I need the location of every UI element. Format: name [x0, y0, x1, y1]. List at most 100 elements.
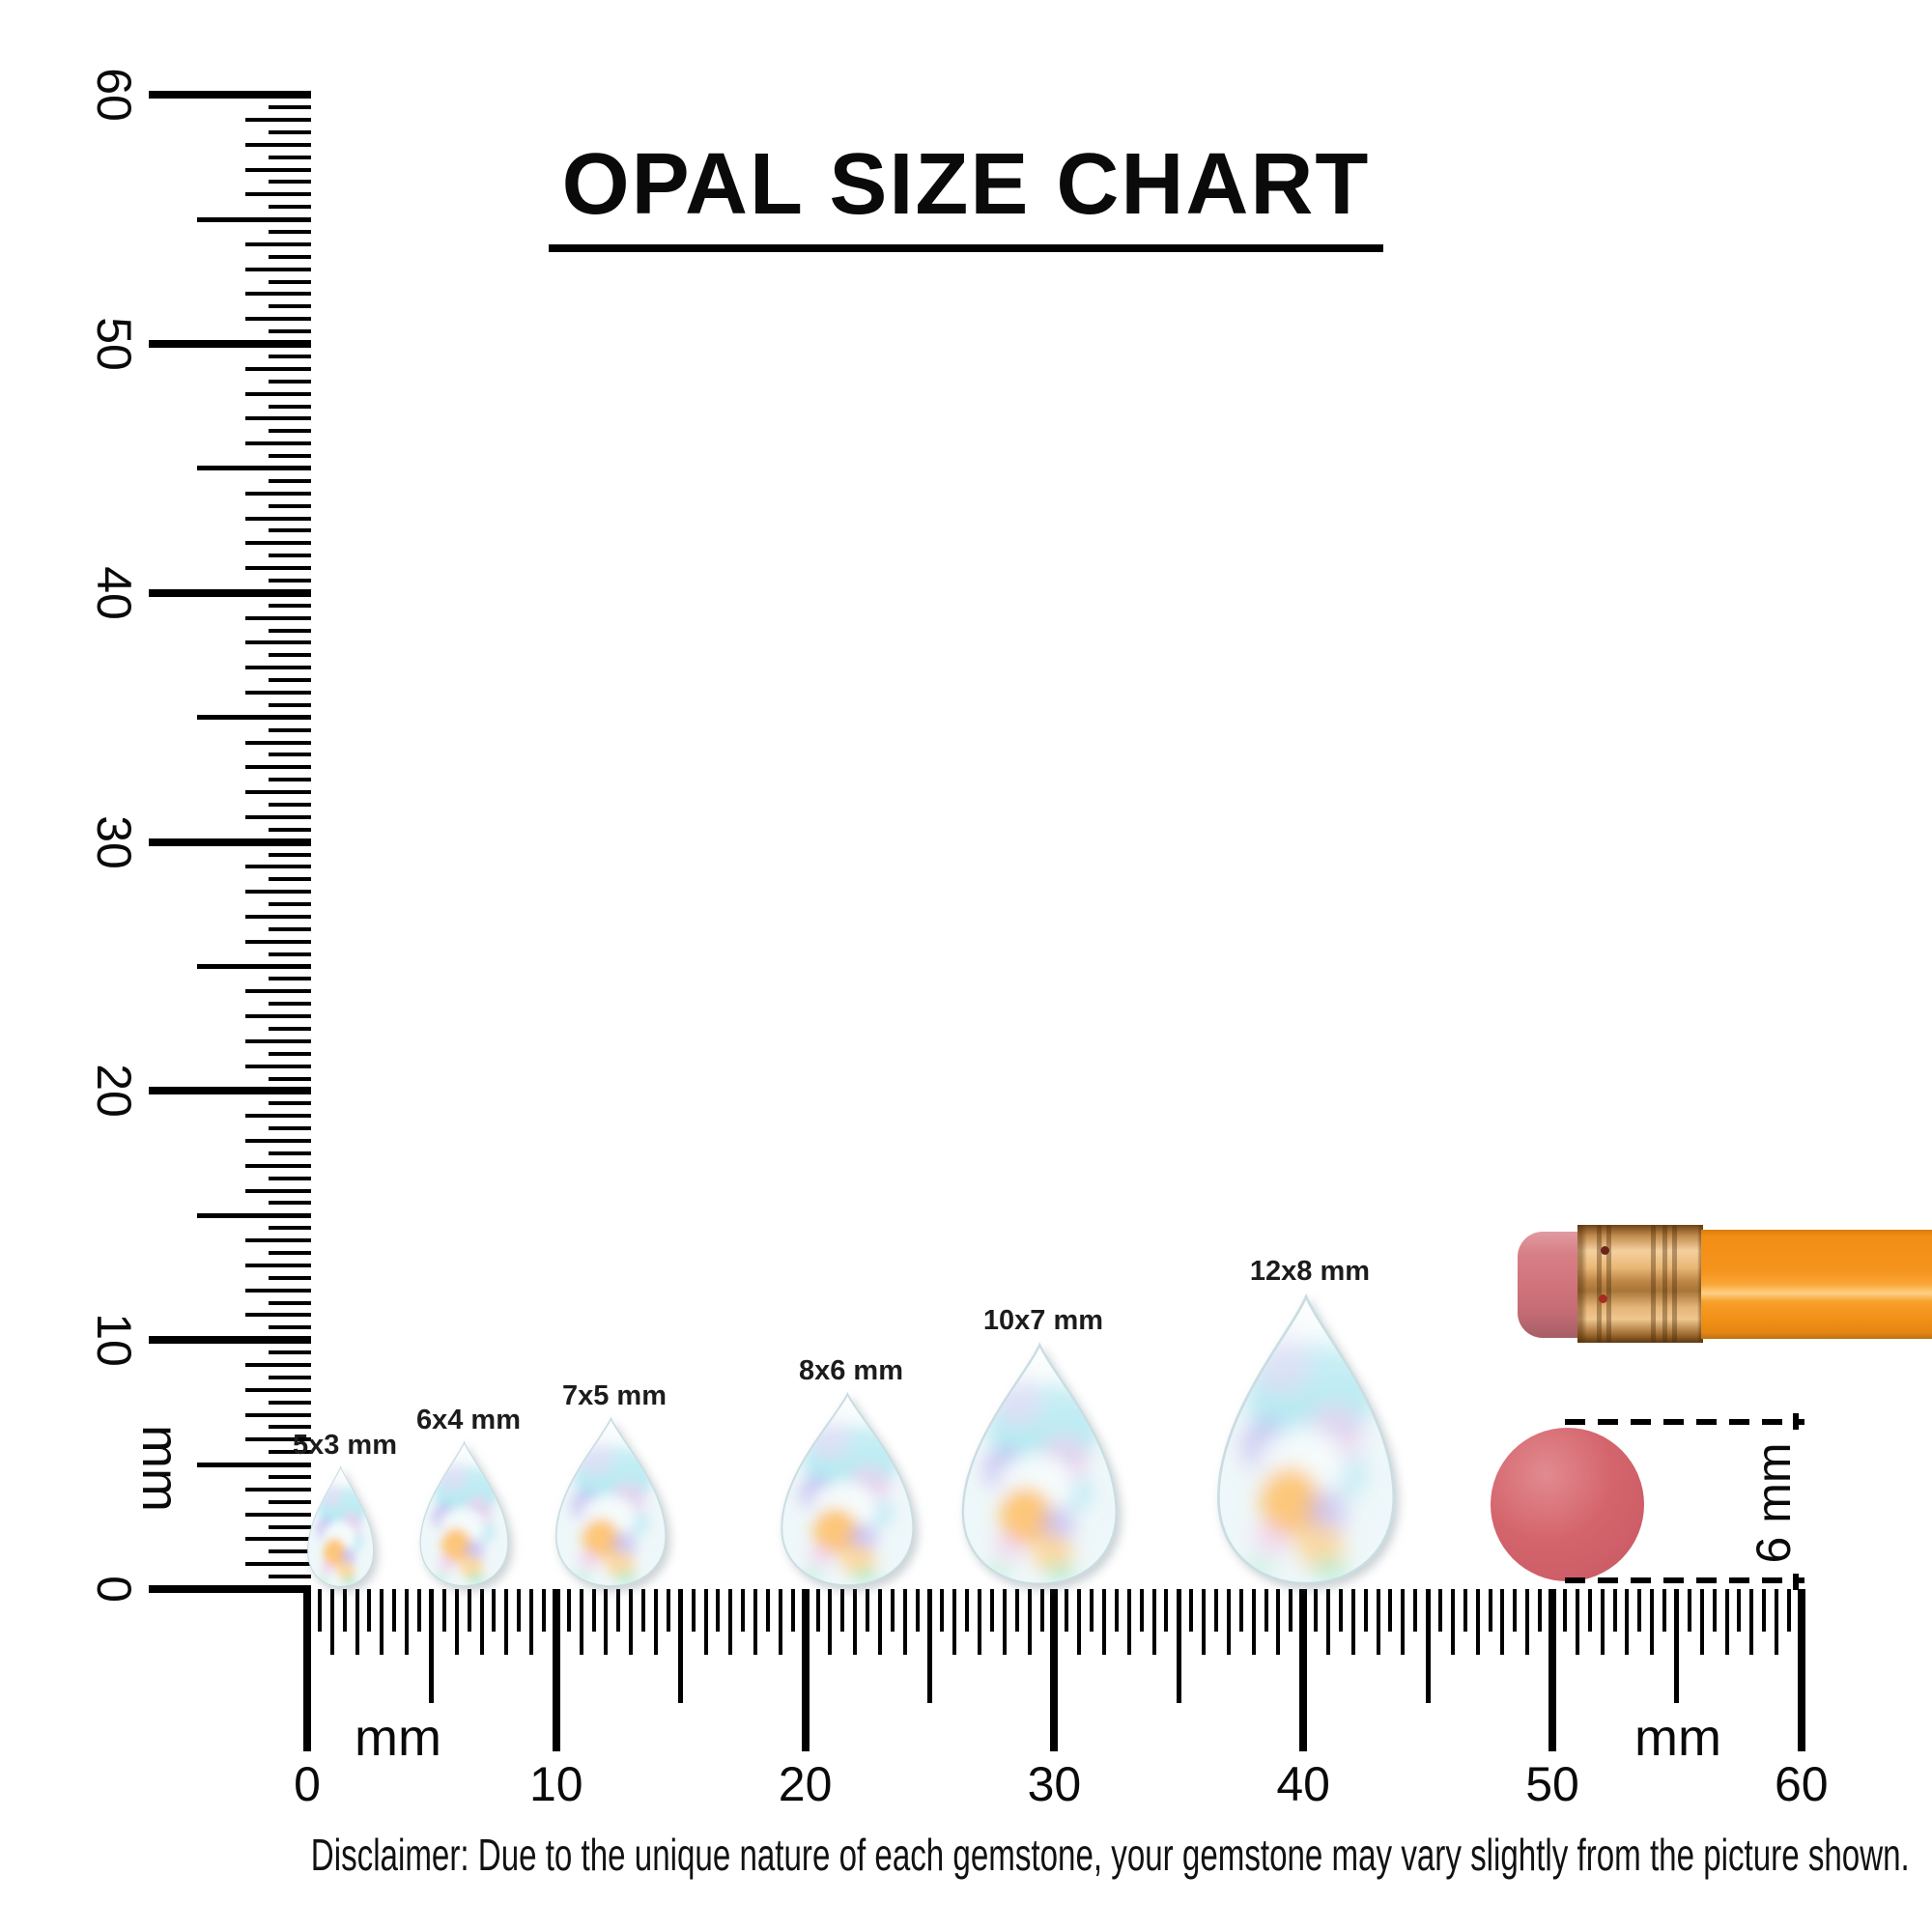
- v-tick-48mm: [245, 391, 311, 396]
- v-tick-18mm: [245, 1139, 311, 1143]
- h-tick-59.5mm: [1786, 1589, 1791, 1632]
- h-tick-1mm: [329, 1589, 334, 1655]
- dot-size-label: 6 mm: [1747, 1442, 1801, 1564]
- h-tick-0.5mm: [317, 1589, 322, 1632]
- h-tick-15mm: [678, 1589, 684, 1703]
- h-tick-28.5mm: [1014, 1589, 1019, 1632]
- v-tick-5mm: [197, 1462, 311, 1467]
- v-tick-29.5mm: [269, 852, 311, 857]
- v-tick-44mm: [245, 491, 311, 496]
- v-tick-8mm: [245, 1387, 311, 1392]
- h-tick-13mm: [629, 1589, 634, 1655]
- h-tick-31.5mm: [1090, 1589, 1094, 1632]
- h-tick-19mm: [778, 1589, 782, 1655]
- v-tick-20mm: [149, 1087, 311, 1095]
- h-ruler-label-60: 60: [1774, 1757, 1829, 1811]
- h-tick-36mm: [1202, 1589, 1207, 1655]
- h-tick-11.5mm: [591, 1589, 596, 1632]
- h-tick-32.5mm: [1114, 1589, 1119, 1632]
- v-tick-34.5mm: [269, 727, 311, 732]
- ferrule-dot: [1601, 1246, 1609, 1255]
- h-tick-23mm: [877, 1589, 882, 1655]
- v-tick-29mm: [245, 865, 311, 869]
- h-tick-24mm: [902, 1589, 907, 1655]
- h-ruler-label-10: 10: [528, 1757, 583, 1811]
- v-tick-51mm: [245, 317, 311, 322]
- v-tick-13mm: [245, 1263, 311, 1267]
- h-tick-34mm: [1151, 1589, 1156, 1655]
- h-tick-37.5mm: [1238, 1589, 1243, 1632]
- opal-gem-image: [1207, 1291, 1406, 1589]
- v-tick-50mm: [149, 340, 311, 348]
- h-tick-38mm: [1251, 1589, 1256, 1655]
- h-tick-30mm: [1050, 1589, 1059, 1751]
- v-tick-19.5mm: [269, 1101, 311, 1106]
- h-tick-51.5mm: [1587, 1589, 1592, 1632]
- h-tick-42mm: [1350, 1589, 1355, 1655]
- h-tick-58mm: [1749, 1589, 1754, 1655]
- v-tick-45.5mm: [269, 454, 311, 458]
- h-ruler-label-0: 0: [294, 1757, 321, 1811]
- h-tick-41.5mm: [1338, 1589, 1343, 1632]
- h-tick-53mm: [1625, 1589, 1630, 1655]
- h-tick-16.5mm: [716, 1589, 721, 1632]
- v-tick-37.5mm: [269, 653, 311, 658]
- h-tick-9mm: [529, 1589, 533, 1655]
- h-tick-4mm: [405, 1589, 410, 1655]
- v-tick-39.5mm: [269, 603, 311, 608]
- v-tick-28.5mm: [269, 877, 311, 882]
- h-tick-33mm: [1126, 1589, 1131, 1655]
- h-tick-5mm: [429, 1589, 435, 1703]
- h-tick-56.5mm: [1712, 1589, 1717, 1632]
- v-tick-36.5mm: [269, 678, 311, 682]
- v-tick-10.5mm: [269, 1325, 311, 1330]
- h-tick-51mm: [1575, 1589, 1579, 1655]
- v-tick-13.5mm: [269, 1251, 311, 1255]
- v-tick-55.5mm: [269, 205, 311, 210]
- h-tick-20.5mm: [815, 1589, 820, 1632]
- h-tick-32mm: [1102, 1589, 1106, 1655]
- v-tick-24.5mm: [269, 977, 311, 981]
- v-tick-30.5mm: [269, 827, 311, 832]
- v-tick-56mm: [245, 192, 311, 197]
- dimension-endcap-top: [1793, 1413, 1799, 1430]
- h-tick-50mm: [1548, 1589, 1556, 1751]
- v-tick-23mm: [245, 1014, 311, 1019]
- ferrule-dot: [1599, 1294, 1607, 1303]
- h-tick-15.5mm: [691, 1589, 696, 1632]
- v-tick-47.5mm: [269, 404, 311, 409]
- h-tick-40mm: [1299, 1589, 1308, 1751]
- v-tick-36mm: [245, 690, 311, 695]
- h-tick-19.5mm: [790, 1589, 795, 1632]
- dimension-dash-bottom: [1565, 1577, 1804, 1583]
- v-tick-26.5mm: [269, 926, 311, 931]
- reference-dot-6mm: [1491, 1428, 1644, 1581]
- h-tick-16mm: [703, 1589, 708, 1655]
- v-tick-9.5mm: [269, 1350, 311, 1355]
- v-tick-53.5mm: [269, 254, 311, 259]
- pencil-eraser: [1518, 1232, 1581, 1338]
- h-tick-25.5mm: [940, 1589, 945, 1632]
- v-tick-23.5mm: [269, 1002, 311, 1007]
- v-tick-2.5mm: [269, 1524, 311, 1529]
- v-tick-59mm: [245, 118, 311, 122]
- opal-gem-10x7mm: [952, 1340, 1127, 1589]
- h-tick-57mm: [1724, 1589, 1729, 1655]
- gem-size-label: 12x8 mm: [1249, 1255, 1371, 1287]
- h-ruler-unit-mm-left: mm: [355, 1709, 441, 1767]
- h-tick-48.5mm: [1513, 1589, 1518, 1632]
- h-tick-10mm: [552, 1589, 560, 1751]
- h-tick-8.5mm: [517, 1589, 522, 1632]
- v-tick-38.5mm: [269, 628, 311, 633]
- h-tick-18mm: [753, 1589, 757, 1655]
- v-tick-44.5mm: [269, 478, 311, 483]
- v-tick-21mm: [245, 1064, 311, 1068]
- h-tick-3.5mm: [392, 1589, 397, 1632]
- h-tick-33.5mm: [1139, 1589, 1144, 1632]
- v-tick-54mm: [245, 242, 311, 246]
- h-ruler-label-20: 20: [778, 1757, 833, 1811]
- page-title: OPAL SIZE CHART: [548, 135, 1384, 252]
- v-tick-1.5mm: [269, 1549, 311, 1554]
- h-tick-49mm: [1525, 1589, 1530, 1655]
- h-tick-42.5mm: [1363, 1589, 1368, 1632]
